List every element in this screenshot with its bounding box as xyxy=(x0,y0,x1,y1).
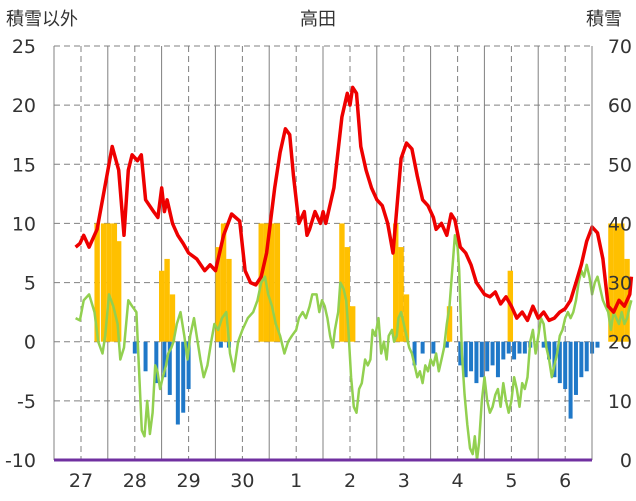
negative-bar xyxy=(568,341,573,419)
right-tick-label: 20 xyxy=(608,332,632,354)
negative-bar xyxy=(420,341,425,354)
right-tick-label: 10 xyxy=(608,391,632,413)
day-label: 2 xyxy=(344,470,356,492)
negative-bar xyxy=(506,341,511,354)
right-tick-label: 0 xyxy=(620,450,632,472)
snow-bar xyxy=(608,223,614,342)
left-axis-title: 積雪以外 xyxy=(6,9,78,30)
snow-bar xyxy=(220,223,227,342)
day-label: 6 xyxy=(559,470,571,492)
negative-bar xyxy=(469,341,474,372)
negative-bar xyxy=(458,341,463,366)
snow-bar xyxy=(269,223,275,342)
right-tick-label: 50 xyxy=(608,154,632,176)
negative-bar xyxy=(485,341,490,372)
snow-bar xyxy=(398,247,404,342)
left-tick-label: 0 xyxy=(24,332,36,354)
negative-bar xyxy=(512,341,517,360)
day-label: 27 xyxy=(69,470,93,492)
snow-bar xyxy=(446,306,453,342)
left-tick-label: -5 xyxy=(17,391,36,413)
left-tick-label: 25 xyxy=(12,36,36,58)
green-series-line xyxy=(75,234,633,462)
snow-bar xyxy=(403,294,410,342)
negative-bar xyxy=(175,341,180,425)
negative-bar xyxy=(167,341,172,395)
negative-bar xyxy=(517,341,522,354)
snow-bar xyxy=(100,223,107,342)
negative-bar xyxy=(463,341,468,378)
red-series-line xyxy=(74,85,634,323)
negative-bar xyxy=(474,341,479,384)
snow-bar xyxy=(215,247,221,342)
negative-bar xyxy=(557,341,562,384)
negative-bar xyxy=(501,341,506,360)
negative-bar xyxy=(186,341,191,390)
negative-bar xyxy=(595,341,600,348)
snow-bar xyxy=(115,241,122,342)
left-tick-label: 15 xyxy=(12,154,36,176)
right-axis-title: 積雪 xyxy=(586,9,622,30)
left-tick-label: 10 xyxy=(12,213,36,235)
snow-bar xyxy=(393,223,399,342)
day-label: 3 xyxy=(398,470,410,492)
snow-bar xyxy=(226,258,232,342)
negative-bar xyxy=(579,341,584,378)
negative-bar xyxy=(552,341,557,378)
left-tick-label: 5 xyxy=(24,273,36,295)
snow-bar xyxy=(169,294,176,342)
snow-bar xyxy=(613,223,620,342)
snow-bar xyxy=(349,306,356,342)
left-tick-label: -10 xyxy=(5,450,36,472)
snow-bar xyxy=(94,223,100,342)
right-tick-label: 60 xyxy=(608,95,632,117)
negative-bar xyxy=(584,341,589,372)
right-tick-label: 40 xyxy=(608,213,632,235)
snow-bar xyxy=(159,270,165,342)
day-label: 4 xyxy=(452,470,464,492)
day-label: 30 xyxy=(230,470,254,492)
negative-bar xyxy=(541,341,546,348)
negative-bar xyxy=(522,341,527,354)
snow-bar xyxy=(618,223,625,342)
chart-title: 高田 xyxy=(300,9,336,30)
negative-bar xyxy=(162,341,167,378)
negative-bar xyxy=(132,341,137,354)
negative-bar xyxy=(412,341,417,366)
left-tick-label: 20 xyxy=(12,95,36,117)
right-tick-label: 70 xyxy=(608,36,632,58)
negative-bar xyxy=(490,341,495,366)
day-label: 1 xyxy=(290,470,302,492)
snow-bar xyxy=(164,258,170,342)
snow-bar xyxy=(274,223,281,342)
day-label: 29 xyxy=(177,470,201,492)
negative-bar xyxy=(181,341,186,413)
negative-bar xyxy=(143,341,148,372)
snow-bar xyxy=(106,223,112,342)
negative-bar xyxy=(547,341,552,360)
snow-bar xyxy=(339,223,345,342)
day-label: 5 xyxy=(505,470,517,492)
negative-bar xyxy=(495,341,500,378)
negative-bar xyxy=(444,341,449,348)
right-tick-label: 30 xyxy=(608,273,632,295)
snow-bar xyxy=(344,247,351,342)
snow-bar xyxy=(111,223,118,342)
day-label: 28 xyxy=(123,470,147,492)
negative-bar xyxy=(573,341,578,395)
negative-bar xyxy=(431,341,436,354)
negative-bar xyxy=(218,341,223,348)
line-layer xyxy=(74,85,634,462)
negative-bar xyxy=(154,341,159,384)
negative-bar xyxy=(563,341,568,390)
negative-bar xyxy=(479,341,484,378)
